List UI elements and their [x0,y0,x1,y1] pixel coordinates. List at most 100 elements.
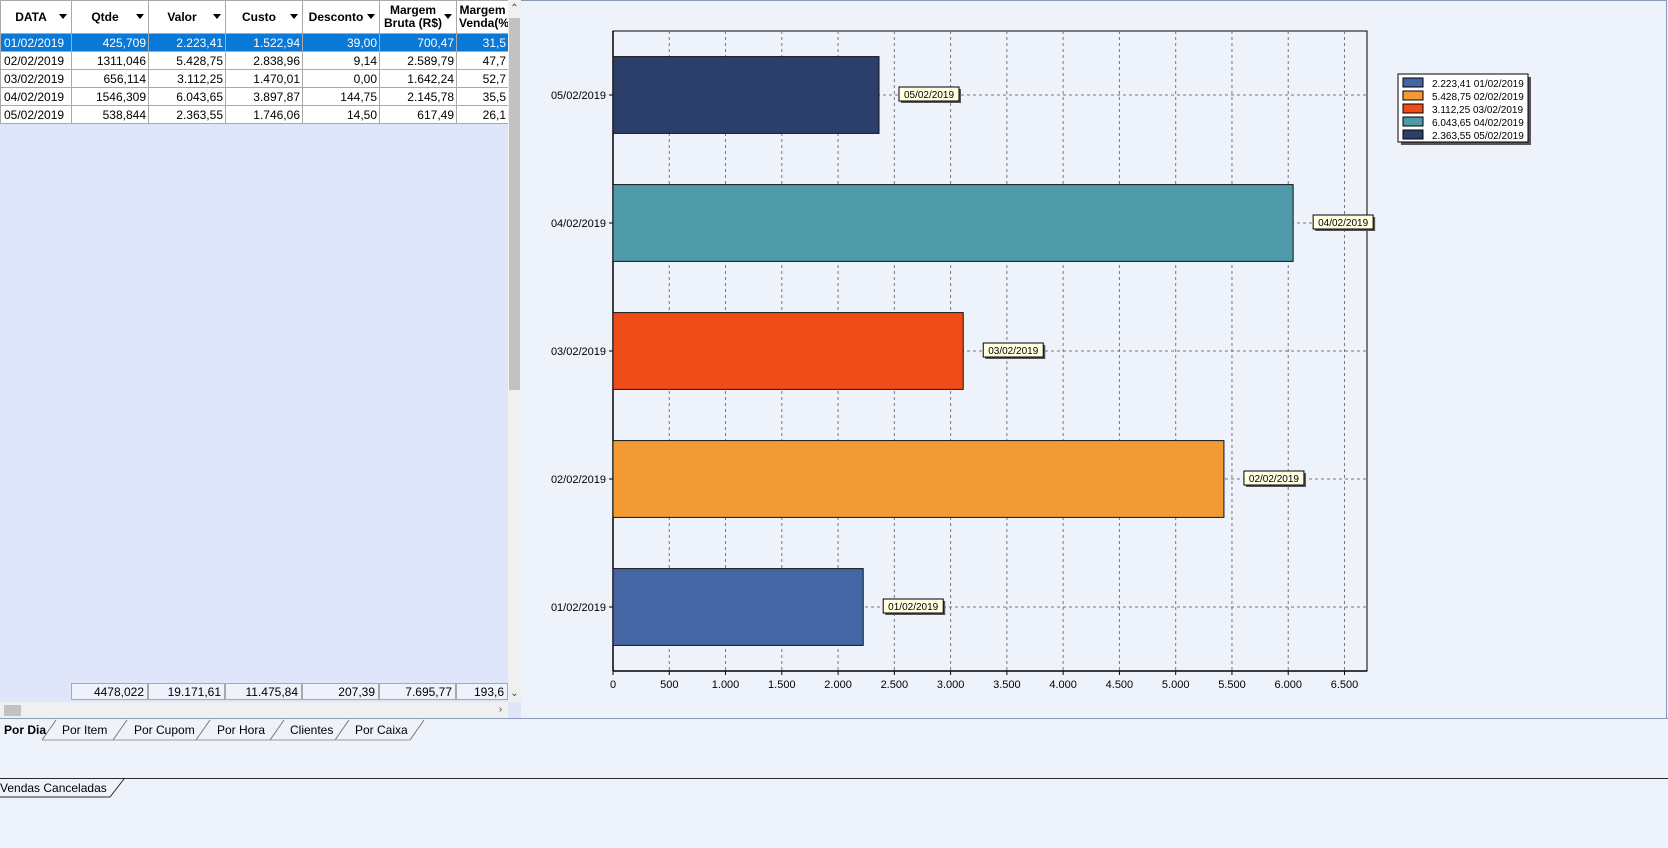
column-header-label: Valor [167,9,197,24]
total-cell: 4478,022 [71,683,148,700]
tab-por-cupom[interactable]: Por Cupom [134,723,195,737]
table-cell: 47,7 [456,51,509,70]
bar-label-box [882,598,944,614]
sort-down-icon[interactable] [367,14,375,19]
table-row[interactable]: 02/02/2019 1311,046 5.428,75 2.838,96 9,14 2.… [0,51,509,70]
legend-swatch [1402,90,1424,101]
table-cell: 2.838,96 [225,51,303,70]
total-cell: 19.171,61 [148,683,225,700]
cancel-tab-shape [0,779,125,798]
x-tick-label: 5.500 [1218,679,1246,691]
column-header-3[interactable]: Custo [225,0,303,34]
y-tick-label: 03/02/2019 [551,346,606,358]
table-cell: 425,709 [71,33,149,52]
x-tick-label: 4.500 [1106,679,1134,691]
x-tick-label: 3.500 [993,679,1021,691]
column-header-label: Qtde [91,9,119,24]
horizontal-scroll-thumb[interactable] [4,705,21,716]
tab-por-hora[interactable]: Por Hora [217,723,266,737]
table-cell: 0,00 [302,69,380,88]
sort-down-icon[interactable] [290,14,298,19]
sort-down-icon[interactable] [444,14,452,19]
grid-empty-area [0,127,508,683]
x-tick-label: 500 [660,679,678,691]
tab-por-item[interactable]: Por Item [62,723,108,737]
x-tick-label: 6.000 [1274,679,1302,691]
bar-label-box [1243,470,1305,486]
table-row[interactable]: 04/02/2019 1546,309 6.043,65 3.897,87 144,75… [0,87,509,106]
table-cell: 39,00 [302,33,380,52]
sort-down-icon[interactable] [59,14,67,19]
y-tick-label: 05/02/2019 [551,90,606,102]
table-row[interactable]: 05/02/2019 538,844 2.363,55 1.746,06 14,50 61… [0,105,509,124]
legend-entry: 2.223,41 01/02/2019 [1432,79,1524,90]
bar[interactable] [612,312,964,390]
total-cell [0,683,71,700]
table-cell: 656,114 [71,69,149,88]
table-cell: 3.897,87 [225,87,303,106]
table-cell: 05/02/2019 [0,105,72,124]
chevron-right-icon[interactable]: › [498,704,503,715]
column-header-2[interactable]: Valor [148,0,226,34]
grid-vertical-scrollbar[interactable]: ⌃ ⌄ [508,0,521,702]
column-header-label: Custo [242,9,276,24]
table-cell: 6.043,65 [148,87,226,106]
column-header-5[interactable]: Margem Bruta (R$) [379,0,457,34]
chevron-down-icon[interactable]: ⌄ [510,688,519,699]
table-cell: 2.589,79 [379,51,457,70]
tab-por-caixa[interactable]: Por Caixa [355,723,408,737]
chevron-up-icon[interactable]: ⌃ [510,3,519,14]
sales-grid-panel: DATA Qtde Valor Custo Desconto Margem Bruta (… [0,0,521,718]
table-cell: 1.470,01 [225,69,303,88]
table-cell: 1.522,94 [225,33,303,52]
bar[interactable] [612,440,1225,518]
bottom-tab-strip: Vendas Canceladas [0,778,1668,848]
legend-entry: 6.043,65 04/02/2019 [1432,118,1524,129]
total-cell: 11.475,84 [225,683,302,700]
table-cell: 1311,046 [71,51,149,70]
vertical-scroll-thumb[interactable] [509,18,520,390]
table-cell: 02/02/2019 [0,51,72,70]
bar[interactable] [612,56,880,134]
table-cell: 2.363,55 [148,105,226,124]
grid-horizontal-scrollbar[interactable]: › [0,702,508,718]
column-header-1[interactable]: Qtde [71,0,149,34]
sort-down-icon[interactable] [136,14,144,19]
table-cell: 52,7 [456,69,509,88]
chart-panel: 0 500 1.000 1.500 2.000 2.500 3.000 3.500 4.000 4… [521,0,1667,718]
tab-clientes[interactable]: Clientes [290,723,334,737]
table-cell: 1546,309 [71,87,149,106]
x-tick-label: 0 [610,679,616,691]
bar-label: 01/02/2019 [888,602,938,613]
tab-por-dia[interactable]: Por Dia [4,723,47,737]
bar-label: 05/02/2019 [904,90,954,101]
x-tick-label: 3.000 [937,679,965,691]
table-cell: 700,47 [379,33,457,52]
tab-vendas-canceladas[interactable]: Vendas Canceladas [0,781,107,795]
table-row[interactable]: 01/02/2019 425,709 2.223,41 1.522,94 39,00 70… [0,33,509,52]
x-tick-label: 1.000 [712,679,740,691]
column-header-4[interactable]: Desconto [302,0,380,34]
tab-separators [41,719,425,741]
column-header-0[interactable]: DATA [0,0,72,34]
table-cell: 3.112,25 [148,69,226,88]
legend-swatch [1402,103,1424,114]
table-cell: 35,5 [456,87,509,106]
bar-label-box [1312,214,1374,230]
y-tick-label: 04/02/2019 [551,218,606,230]
table-cell: 26,1 [456,105,509,124]
column-header-6[interactable]: Margem Venda(% [456,0,509,34]
x-tick-label: 2.500 [881,679,909,691]
legend-swatch [1402,77,1424,88]
total-cell: 207,39 [302,683,379,700]
total-cell: 193,6 [456,683,508,700]
sort-down-icon[interactable] [213,14,221,19]
x-tick-label: 2.000 [824,679,852,691]
bar[interactable] [612,568,864,646]
bar[interactable] [612,184,1294,262]
column-header-label: Margem Bruta (R$) [383,3,442,30]
table-cell: 14,50 [302,105,380,124]
legend-entry: 5.428,75 02/02/2019 [1432,92,1524,103]
table-row[interactable]: 03/02/2019 656,114 3.112,25 1.470,01 0,00 1.6… [0,69,509,88]
column-header-label: DATA [15,9,47,24]
